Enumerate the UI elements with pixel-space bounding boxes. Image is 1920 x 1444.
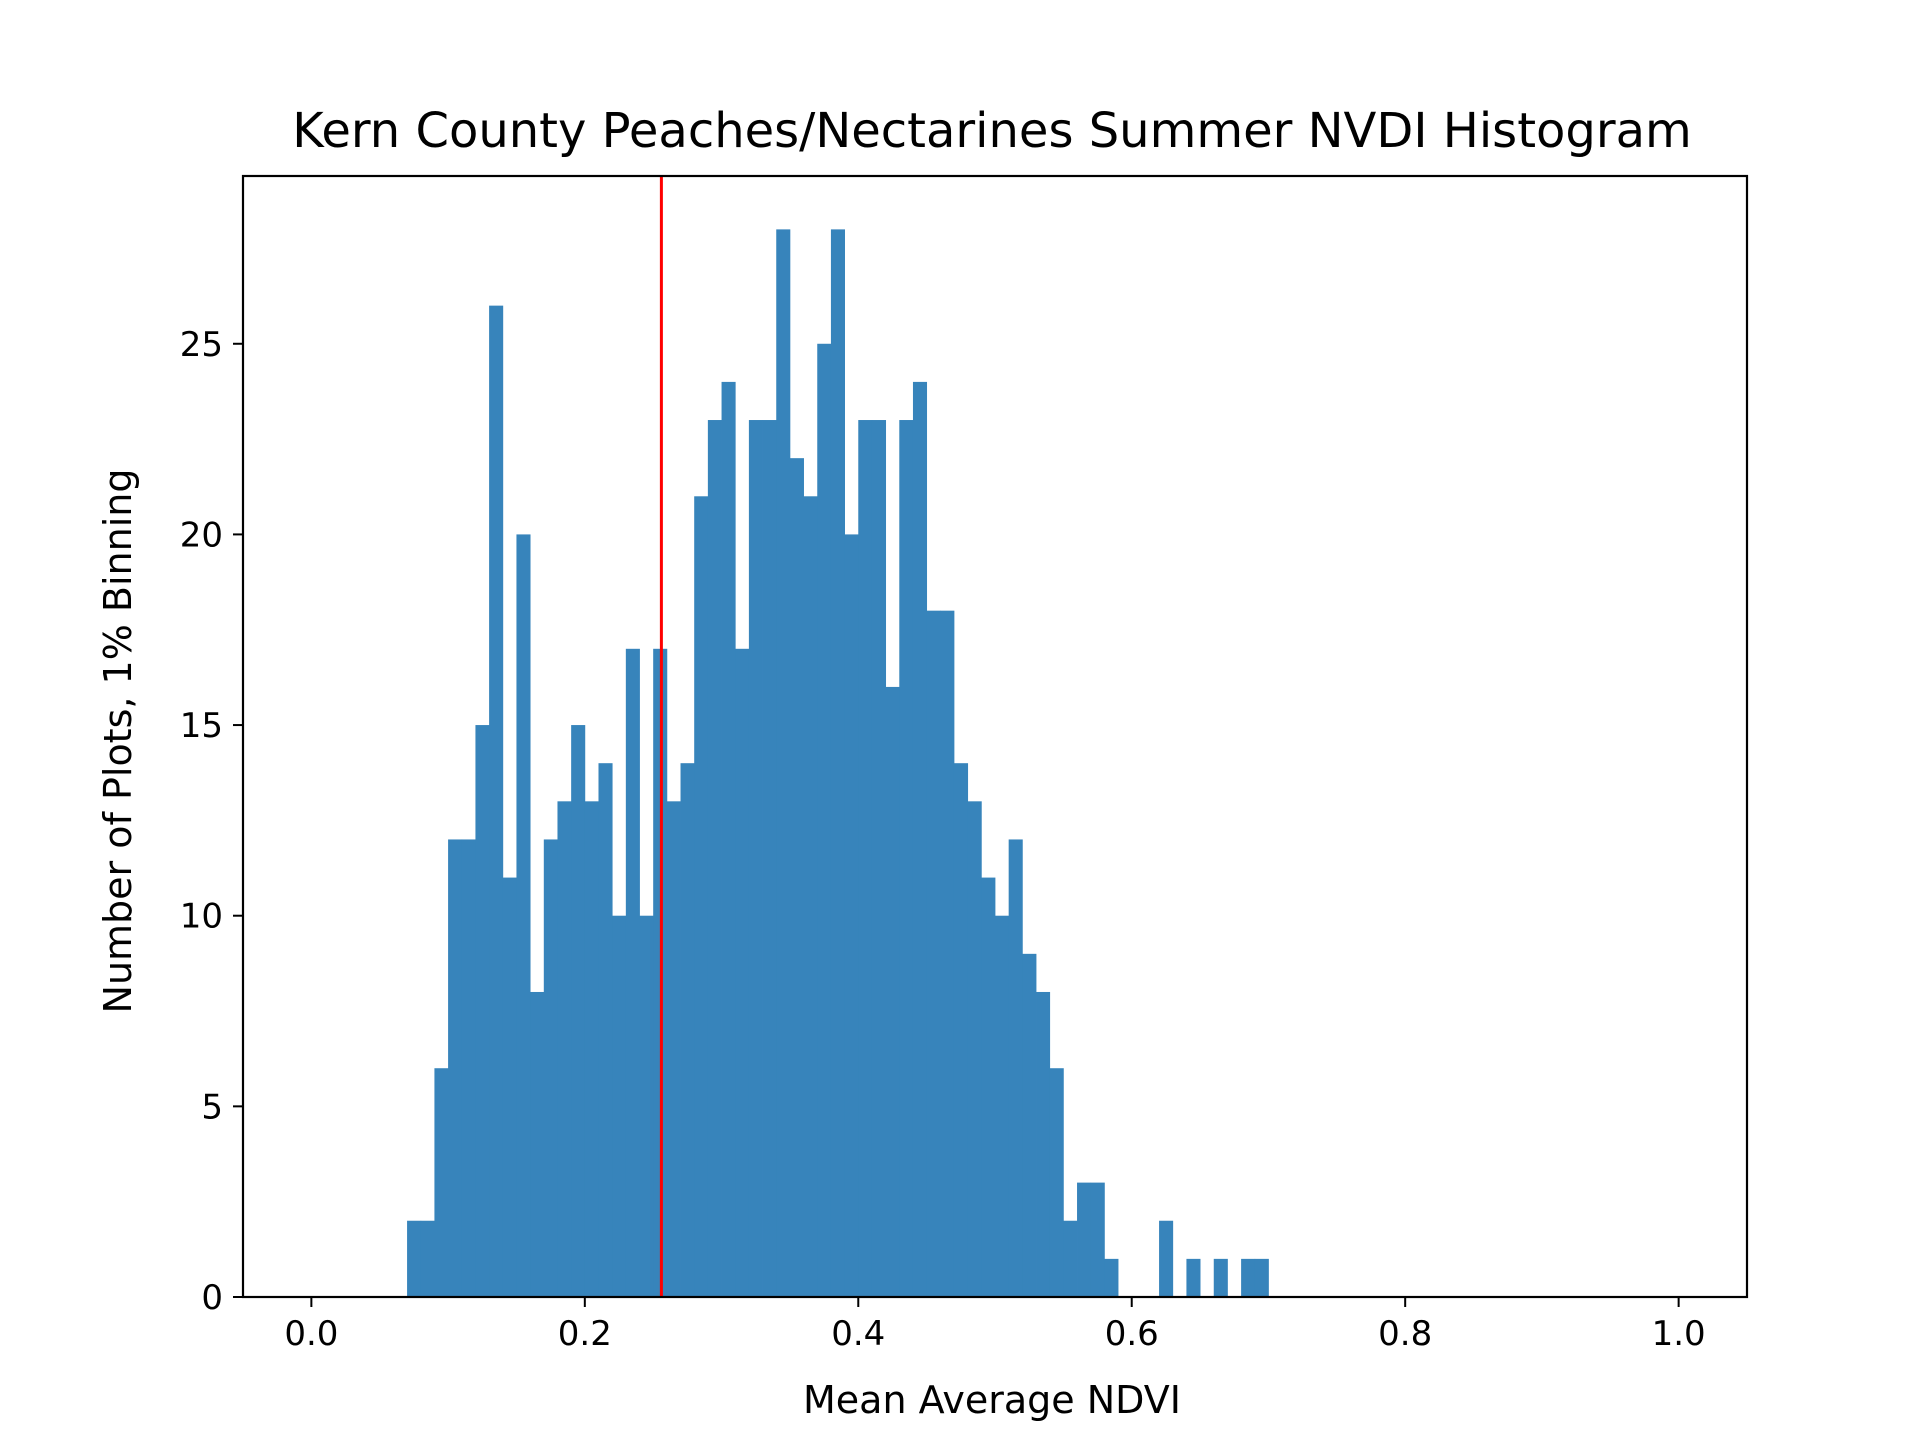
histogram-bar — [584, 801, 599, 1297]
y-tick-label: 15 — [180, 706, 223, 746]
x-axis-label: Mean Average NDVI — [803, 1378, 1181, 1422]
histogram-bar — [694, 496, 709, 1297]
histogram-bar — [530, 991, 545, 1297]
histogram-bar — [489, 305, 504, 1297]
histogram-bar — [803, 496, 818, 1297]
histogram-bar — [926, 610, 941, 1297]
histogram-bar — [502, 877, 517, 1297]
histogram-bar — [666, 801, 681, 1297]
histogram-bar — [871, 420, 887, 1297]
histogram-bar — [981, 877, 996, 1297]
histogram-bar — [543, 839, 558, 1297]
chart-title: Kern County Peaches/Nectarines Summer NV… — [292, 103, 1692, 159]
histogram-bar — [789, 458, 804, 1297]
plot-frame — [241, 174, 1749, 1299]
histogram-bar — [557, 801, 572, 1297]
histogram-bar — [1063, 1220, 1078, 1297]
y-tick-label: 10 — [180, 897, 223, 937]
histogram-bar — [1104, 1258, 1119, 1297]
x-tick-label: 0.4 — [831, 1314, 885, 1354]
histogram-bar — [1008, 839, 1023, 1297]
x-tick-label: 1.0 — [1652, 1314, 1706, 1354]
histogram-bar — [762, 420, 777, 1297]
histogram-bar — [912, 381, 928, 1297]
histogram-bar — [858, 420, 873, 1297]
histogram-bar — [1022, 953, 1037, 1297]
y-tick-label: 5 — [201, 1087, 223, 1127]
y-tick-label: 20 — [180, 515, 223, 555]
histogram-bar — [844, 534, 859, 1297]
histogram-bar — [434, 1068, 449, 1297]
histogram-bar — [748, 420, 763, 1297]
histogram-bar — [776, 229, 791, 1297]
bars-layer — [407, 229, 1269, 1297]
histogram-bar — [407, 1220, 422, 1297]
histogram-bar — [1186, 1258, 1201, 1297]
x-tick-label: 0.2 — [558, 1314, 612, 1354]
histogram-bar — [721, 381, 736, 1297]
histogram-bar — [967, 801, 982, 1297]
histogram-bar — [1254, 1258, 1269, 1297]
y-tick-label: 25 — [180, 325, 223, 365]
histogram-bar — [885, 686, 900, 1297]
histogram-bar — [1077, 1182, 1092, 1297]
histogram-bar — [571, 725, 586, 1297]
y-axis-label: Number of Plots, 1% Binning — [96, 469, 140, 1014]
histogram-bar — [940, 610, 955, 1297]
x-tick-label: 0.6 — [1105, 1314, 1159, 1354]
histogram-bar — [953, 763, 969, 1297]
histogram-bar — [1213, 1258, 1228, 1297]
histogram-bar — [448, 839, 463, 1297]
histogram-bar — [735, 648, 750, 1297]
histogram-bar — [516, 534, 531, 1297]
histogram-bar — [1090, 1182, 1105, 1297]
histogram-bar — [475, 725, 490, 1297]
histogram-bar — [680, 763, 695, 1297]
histogram-bar — [1036, 991, 1051, 1297]
y-tick-label: 0 — [201, 1278, 223, 1318]
histogram-bar — [420, 1220, 435, 1297]
histogram-bar — [995, 915, 1010, 1297]
histogram-bar — [1159, 1220, 1174, 1297]
histogram-bar — [707, 420, 722, 1297]
histogram-bar — [461, 839, 476, 1297]
histogram-bar — [639, 915, 654, 1297]
histogram-bar — [612, 915, 627, 1297]
histogram-bar — [1049, 1068, 1064, 1297]
ticks-layer: 0.0 0.2 0.4 0.6 0.8 1.0 0 5 10 15 20 25 — [180, 325, 1706, 1354]
histogram-bar — [598, 763, 613, 1297]
histogram-bar — [899, 420, 914, 1297]
x-tick-label: 0.8 — [1378, 1314, 1432, 1354]
histogram-bar — [830, 229, 845, 1297]
histogram-bar — [625, 648, 640, 1297]
histogram-bar — [1241, 1258, 1256, 1297]
x-tick-label: 0.0 — [284, 1314, 338, 1354]
histogram-bar — [817, 343, 832, 1297]
